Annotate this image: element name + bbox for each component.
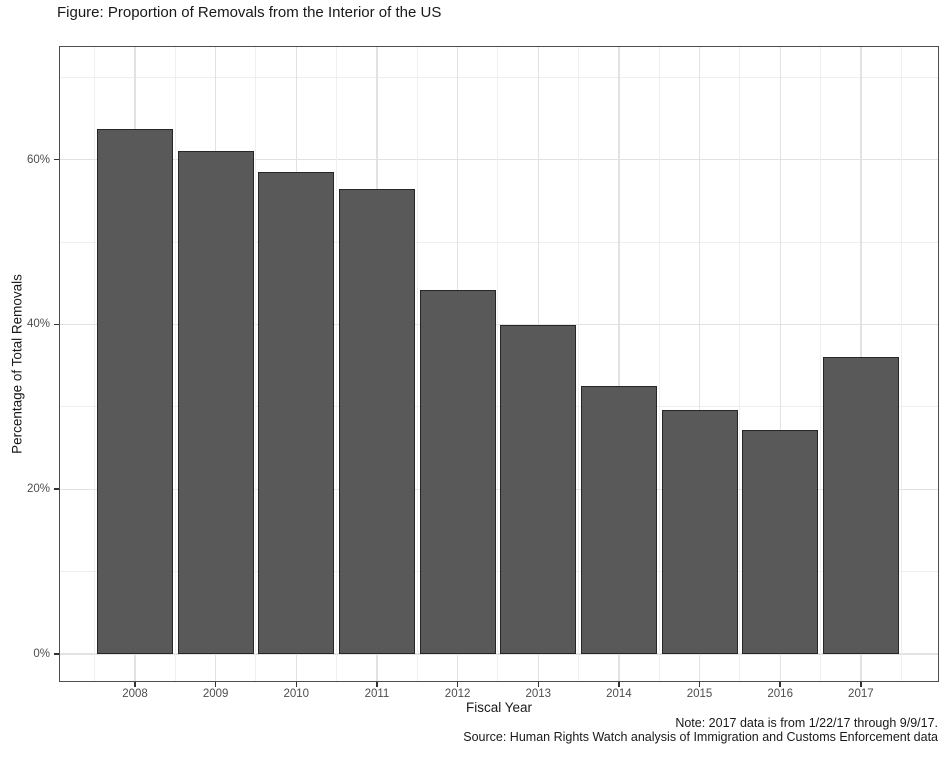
x-tick-label: 2014 (606, 688, 632, 700)
chart-note: Note: 2017 data is from 1/22/17 through … (675, 716, 938, 730)
bar-2017 (822, 356, 899, 654)
h-gridline-minor (59, 241, 939, 243)
x-axis-tick (779, 682, 781, 687)
x-tick-label: 2016 (767, 688, 793, 700)
v-gridline-minor (739, 46, 741, 682)
h-gridline-minor (59, 406, 939, 408)
x-tick-label: 2011 (364, 688, 390, 700)
v-gridline-minor (900, 46, 902, 682)
x-tick-label: 2017 (848, 688, 874, 700)
bar-2008 (97, 129, 173, 654)
bar-2012 (419, 289, 496, 654)
v-gridline-minor (94, 46, 96, 682)
h-gridline-minor (59, 76, 939, 78)
x-axis-tick (376, 682, 378, 687)
v-gridline-minor (497, 46, 499, 682)
x-axis-title: Fiscal Year (465, 700, 533, 715)
v-gridline-minor (336, 46, 338, 682)
x-tick-label: 2008 (122, 688, 148, 700)
bar-2016 (742, 429, 819, 654)
y-tick-label: 20% (26, 483, 50, 496)
y-axis-tick (54, 653, 59, 655)
bar-2014 (580, 386, 657, 654)
v-gridline-minor (255, 46, 257, 682)
chart-title: Figure: Proportion of Removals from the … (57, 4, 442, 21)
y-axis-tick (54, 488, 59, 490)
v-gridline-major (698, 46, 701, 682)
y-axis-title: Percentage of Total Removals (9, 274, 25, 454)
chart-source: Source: Human Rights Watch analysis of I… (463, 729, 938, 744)
x-tick-label: 2013 (525, 688, 552, 700)
x-axis-tick (134, 682, 136, 687)
y-tick-label: 60% (26, 153, 50, 166)
v-gridline-minor (820, 46, 822, 682)
v-gridline-major (618, 46, 620, 682)
x-axis-tick (860, 682, 862, 687)
x-axis-tick (214, 682, 217, 687)
y-axis-tick (54, 323, 59, 326)
bar-2015 (661, 410, 738, 654)
x-axis-tick (295, 682, 298, 687)
h-gridline-major (59, 653, 939, 655)
y-tick-label: 40% (26, 318, 50, 331)
h-gridline-major (59, 488, 939, 490)
plot-panel (59, 46, 939, 682)
h-gridline-major (59, 158, 939, 161)
x-axis-tick (537, 682, 539, 687)
h-gridline-minor (59, 571, 939, 573)
h-gridline-major (59, 323, 939, 326)
y-tick-label: 0% (33, 647, 50, 660)
x-tick-label: 2010 (283, 688, 310, 700)
x-axis-tick (456, 682, 459, 687)
x-tick-label: 2015 (686, 688, 713, 700)
v-gridline-minor (578, 46, 580, 682)
bar-2010 (258, 172, 335, 654)
bar-2011 (338, 188, 415, 654)
x-tick-label: 2012 (444, 688, 471, 700)
bar-2009 (177, 151, 254, 654)
x-tick-label: 2009 (202, 688, 229, 700)
x-axis-tick (618, 682, 620, 687)
x-axis-tick (698, 682, 701, 687)
y-axis-tick (54, 158, 59, 161)
v-gridline-minor (174, 46, 176, 682)
bar-2013 (500, 325, 577, 654)
v-gridline-minor (416, 46, 418, 682)
v-gridline-minor (658, 46, 660, 682)
v-gridline-major (779, 46, 781, 682)
